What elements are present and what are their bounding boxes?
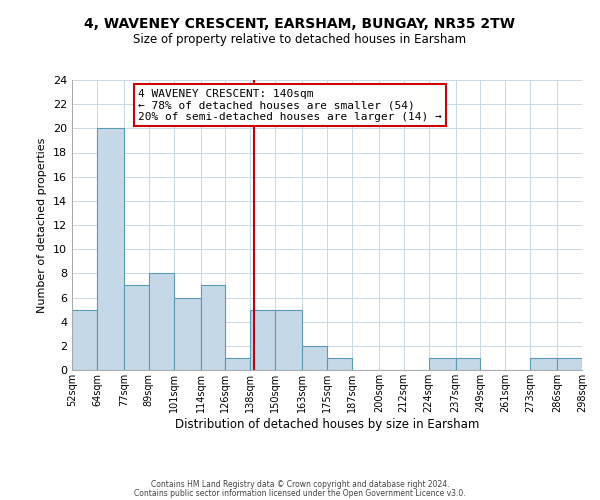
Text: Contains public sector information licensed under the Open Government Licence v3: Contains public sector information licen… bbox=[134, 489, 466, 498]
Bar bbox=[226, 358, 250, 370]
Bar bbox=[250, 310, 275, 370]
Text: 4 WAVENEY CRESCENT: 140sqm
← 78% of detached houses are smaller (54)
20% of semi: 4 WAVENEY CRESCENT: 140sqm ← 78% of deta… bbox=[139, 88, 442, 122]
Bar bbox=[173, 298, 200, 370]
Text: Size of property relative to detached houses in Earsham: Size of property relative to detached ho… bbox=[133, 32, 467, 46]
Bar bbox=[428, 358, 455, 370]
Bar bbox=[72, 310, 97, 370]
Bar bbox=[149, 274, 173, 370]
Bar bbox=[97, 128, 124, 370]
X-axis label: Distribution of detached houses by size in Earsham: Distribution of detached houses by size … bbox=[175, 418, 479, 430]
Text: 4, WAVENEY CRESCENT, EARSHAM, BUNGAY, NR35 2TW: 4, WAVENEY CRESCENT, EARSHAM, BUNGAY, NR… bbox=[85, 18, 515, 32]
Bar bbox=[530, 358, 557, 370]
Bar bbox=[557, 358, 582, 370]
Bar bbox=[200, 286, 226, 370]
Bar bbox=[275, 310, 302, 370]
Y-axis label: Number of detached properties: Number of detached properties bbox=[37, 138, 47, 312]
Bar bbox=[124, 286, 149, 370]
Bar bbox=[455, 358, 481, 370]
Text: Contains HM Land Registry data © Crown copyright and database right 2024.: Contains HM Land Registry data © Crown c… bbox=[151, 480, 449, 489]
Bar bbox=[327, 358, 352, 370]
Bar bbox=[302, 346, 327, 370]
